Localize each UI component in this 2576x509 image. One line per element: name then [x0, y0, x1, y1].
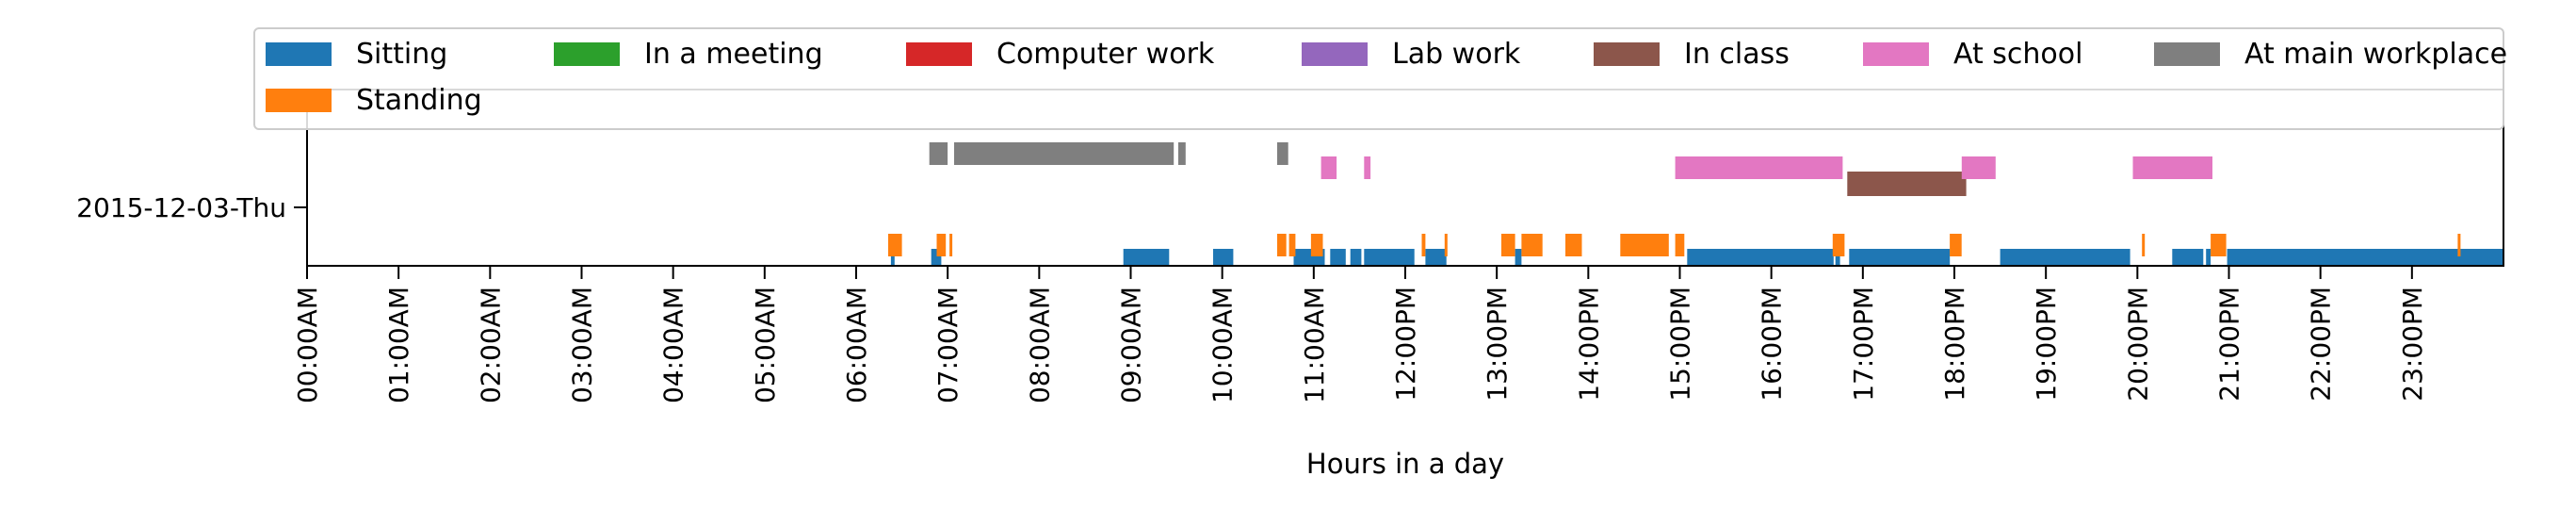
x-axis: 00:00AM 01:00AM 02:00AM 03:00AM 04:00AM 05:00…	[292, 266, 2428, 403]
bar-standing-12	[1675, 234, 1685, 256]
x-tick-label: 17:00PM	[1848, 287, 1879, 402]
bar-sitting-11	[1835, 249, 1840, 266]
legend-swatch-standing	[266, 89, 332, 112]
bar-standing-7	[1444, 234, 1448, 256]
bar-at-school-2	[1675, 156, 1843, 179]
bar-at-school-1	[1364, 156, 1371, 179]
bar-at-main-workplace-3	[1277, 142, 1288, 165]
x-tick-label: 03:00AM	[567, 287, 598, 403]
bar-standing-1	[936, 234, 947, 256]
y-axis: 2015-12-03-Thu	[76, 192, 307, 223]
bar-at-main-workplace-0	[929, 142, 948, 165]
legend-label: Sitting	[356, 38, 447, 71]
bar-sitting-6	[1350, 249, 1362, 266]
legend-swatch-computer-work	[906, 42, 972, 66]
bar-standing-4	[1288, 234, 1296, 256]
bar-sitting-9	[1515, 249, 1522, 266]
x-tick-label: 16:00PM	[1757, 287, 1788, 402]
legend-swatch-in-a-meeting	[554, 42, 620, 66]
bar-standing-15	[2142, 234, 2146, 256]
bar-at-school-0	[1320, 156, 1337, 179]
bar-sitting-10	[1687, 249, 1834, 266]
x-tick-label: 10:00AM	[1207, 287, 1239, 403]
bar-standing-0	[888, 234, 902, 256]
bar-standing-2	[949, 234, 953, 256]
legend-swatch-sitting	[266, 42, 332, 66]
bar-sitting-16	[2227, 249, 2503, 266]
legend-label: Lab work	[1392, 38, 1521, 71]
bar-sitting-15	[2206, 249, 2211, 266]
x-tick-label: 23:00PM	[2397, 287, 2428, 402]
bar-standing-13	[1832, 234, 1845, 256]
x-tick-label: 12:00PM	[1390, 287, 1421, 402]
x-tick-label: 02:00AM	[475, 287, 506, 403]
bar-standing-14	[1950, 234, 1962, 256]
bar-standing-9	[1521, 234, 1543, 256]
legend-swatch-at-main-workplace	[2154, 42, 2220, 66]
bar-standing-6	[1421, 234, 1426, 256]
x-tick-label: 18:00PM	[1939, 287, 1970, 402]
bar-sitting-12	[1849, 249, 1951, 266]
legend-box	[253, 27, 2504, 130]
legend-swatch-at-school	[1863, 42, 1929, 66]
activity-bars	[888, 142, 2503, 266]
x-tick-label: 22:00PM	[2306, 287, 2337, 402]
legend-swatch-lab-work	[1302, 42, 1368, 66]
x-tick-label: 13:00PM	[1482, 287, 1513, 402]
bar-standing-16	[2211, 234, 2227, 256]
legend-label: At school	[1953, 38, 2082, 71]
bar-sitting-0	[890, 249, 895, 266]
bar-standing-17	[2457, 234, 2461, 256]
bar-sitting-14	[2172, 249, 2204, 266]
x-tick-label: 01:00AM	[383, 287, 414, 403]
legend-swatch-in-class	[1594, 42, 1660, 66]
bar-sitting-13	[2000, 249, 2130, 266]
bar-standing-3	[1277, 234, 1287, 256]
bar-at-school-3	[1961, 156, 1996, 179]
legend-label: In a meeting	[644, 38, 823, 71]
bar-at-school-4	[2132, 156, 2212, 179]
legend-label: In class	[1684, 38, 1790, 71]
bar-standing-5	[1310, 234, 1323, 256]
bar-sitting-5	[1330, 249, 1346, 266]
legend-label: Computer work	[996, 38, 1215, 71]
x-tick-label: 19:00PM	[2031, 287, 2062, 402]
x-tick-label: 04:00AM	[658, 287, 689, 403]
x-axis-label: Hours in a day	[1306, 448, 1504, 480]
x-tick-label: 11:00AM	[1299, 287, 1330, 403]
x-tick-label: 20:00PM	[2122, 287, 2153, 402]
bar-standing-11	[1620, 234, 1669, 256]
legend: Sitting Standing In a meeting Computer work…	[253, 27, 2507, 130]
bar-at-main-workplace-2	[1178, 142, 1186, 165]
x-tick-label: 09:00AM	[1116, 287, 1147, 403]
bar-sitting-1	[931, 249, 942, 266]
x-tick-label: 00:00AM	[292, 287, 323, 403]
bar-sitting-7	[1364, 249, 1415, 266]
legend-label: Standing	[356, 84, 482, 117]
bar-standing-8	[1501, 234, 1515, 256]
bar-standing-10	[1565, 234, 1582, 256]
bar-sitting-8	[1425, 249, 1447, 266]
x-tick-label: 15:00PM	[1665, 287, 1696, 402]
x-tick-label: 14:00PM	[1573, 287, 1604, 402]
legend-label: At main workplace	[2244, 38, 2507, 71]
bar-at-main-workplace-1	[954, 142, 1175, 165]
x-tick-label: 08:00AM	[1024, 287, 1055, 403]
bar-sitting-3	[1213, 249, 1234, 266]
x-tick-label: 21:00PM	[2214, 287, 2245, 402]
bar-sitting-2	[1123, 249, 1170, 266]
bar-in-class-0	[1847, 172, 1967, 196]
x-tick-label: 06:00AM	[841, 287, 872, 403]
x-tick-label: 07:00AM	[932, 287, 964, 403]
x-tick-label: 05:00AM	[750, 287, 781, 403]
y-tick-label: 2015-12-03-Thu	[76, 192, 286, 223]
